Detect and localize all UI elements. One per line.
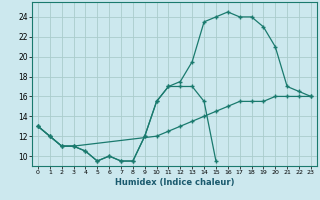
X-axis label: Humidex (Indice chaleur): Humidex (Indice chaleur) [115, 178, 234, 187]
